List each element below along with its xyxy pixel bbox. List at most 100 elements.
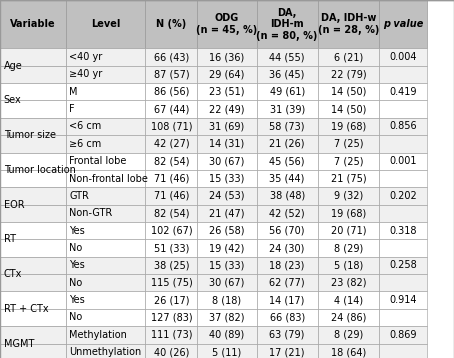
Text: 63 (79): 63 (79)	[270, 330, 305, 340]
Bar	[318, 83, 379, 100]
Bar	[0, 205, 66, 222]
Text: <40 yr: <40 yr	[69, 52, 103, 62]
Bar	[318, 274, 379, 291]
Bar	[0, 153, 66, 170]
Bar	[145, 170, 197, 187]
Bar	[257, 66, 318, 83]
Text: 71 (46): 71 (46)	[154, 174, 189, 184]
Text: 127 (83): 127 (83)	[151, 313, 192, 323]
Text: 22 (49): 22 (49)	[209, 104, 245, 114]
Bar	[145, 100, 197, 118]
Bar	[0, 240, 66, 257]
Bar	[257, 83, 318, 100]
Bar	[0, 135, 66, 153]
Text: 86 (56): 86 (56)	[154, 87, 189, 97]
Text: Unmethylation: Unmethylation	[69, 347, 142, 357]
Text: 23 (51): 23 (51)	[209, 87, 245, 97]
Bar	[257, 205, 318, 222]
Bar	[0, 344, 66, 358]
Bar	[0, 170, 66, 187]
Bar	[66, 222, 145, 239]
Bar	[197, 135, 257, 153]
Text: 51 (33): 51 (33)	[154, 243, 189, 253]
Text: 0.419: 0.419	[389, 87, 417, 97]
Bar	[197, 222, 257, 239]
Bar	[197, 187, 257, 205]
Bar	[379, 291, 427, 309]
Bar	[257, 170, 318, 187]
Text: 82 (54): 82 (54)	[153, 156, 189, 166]
Text: 38 (48): 38 (48)	[270, 191, 305, 201]
Bar	[379, 48, 427, 66]
Text: 40 (26): 40 (26)	[154, 347, 189, 357]
Bar	[197, 291, 257, 309]
Bar	[197, 344, 257, 358]
Bar	[0, 83, 66, 100]
Text: 0.202: 0.202	[389, 191, 417, 201]
Text: p value: p value	[383, 19, 423, 29]
Bar	[66, 153, 145, 170]
Bar	[145, 66, 197, 83]
Text: CTx: CTx	[4, 269, 22, 279]
Text: 16 (36): 16 (36)	[209, 52, 245, 62]
Bar	[318, 135, 379, 153]
Bar	[257, 309, 318, 326]
Bar	[0, 153, 66, 170]
Text: 15 (33): 15 (33)	[209, 174, 245, 184]
Bar	[257, 240, 318, 257]
Bar	[0, 48, 66, 66]
Text: 26 (58): 26 (58)	[209, 226, 245, 236]
Bar	[66, 274, 145, 291]
Text: 21 (26): 21 (26)	[269, 139, 305, 149]
Bar	[66, 48, 145, 66]
Text: Tumor size: Tumor size	[4, 130, 56, 140]
Bar	[257, 153, 318, 170]
Text: 5 (11): 5 (11)	[212, 347, 242, 357]
Text: 14 (50): 14 (50)	[331, 104, 366, 114]
Text: 18 (64): 18 (64)	[331, 347, 366, 357]
Bar	[379, 257, 427, 274]
Text: No: No	[69, 313, 83, 323]
Bar	[257, 326, 318, 344]
Text: 6 (21): 6 (21)	[334, 52, 363, 62]
Bar	[318, 257, 379, 274]
Bar	[197, 83, 257, 100]
Text: 115 (75): 115 (75)	[151, 278, 192, 288]
Text: 42 (52): 42 (52)	[269, 208, 305, 218]
Bar	[145, 0, 197, 48]
Bar	[0, 222, 66, 239]
Text: Variable: Variable	[10, 19, 56, 29]
Bar	[0, 48, 66, 66]
Text: 71 (46): 71 (46)	[154, 191, 189, 201]
Bar	[66, 257, 145, 274]
Text: 42 (27): 42 (27)	[153, 139, 189, 149]
Bar	[257, 0, 318, 48]
Text: 0.318: 0.318	[389, 226, 417, 236]
Text: RT: RT	[4, 234, 15, 244]
Text: Yes: Yes	[69, 226, 85, 236]
Bar	[0, 344, 66, 358]
Bar	[318, 309, 379, 326]
Bar	[318, 118, 379, 135]
Bar	[0, 240, 66, 257]
Text: Yes: Yes	[69, 260, 85, 270]
Bar	[145, 83, 197, 100]
Bar	[257, 274, 318, 291]
Bar	[197, 48, 257, 66]
Text: 66 (83): 66 (83)	[270, 313, 305, 323]
Text: 21 (75): 21 (75)	[331, 174, 366, 184]
Text: 0.856: 0.856	[389, 121, 417, 131]
Bar	[257, 187, 318, 205]
Text: ODG
(n = 45, %): ODG (n = 45, %)	[197, 13, 257, 35]
Bar	[379, 205, 427, 222]
Bar	[66, 187, 145, 205]
Bar	[379, 187, 427, 205]
Text: 17 (21): 17 (21)	[269, 347, 305, 357]
Text: 8 (18): 8 (18)	[212, 295, 242, 305]
Text: No: No	[69, 243, 83, 253]
Text: DA,
IDH-m
(n = 80, %): DA, IDH-m (n = 80, %)	[257, 8, 318, 41]
Bar	[145, 118, 197, 135]
Bar	[257, 135, 318, 153]
Bar	[318, 187, 379, 205]
Bar	[197, 153, 257, 170]
